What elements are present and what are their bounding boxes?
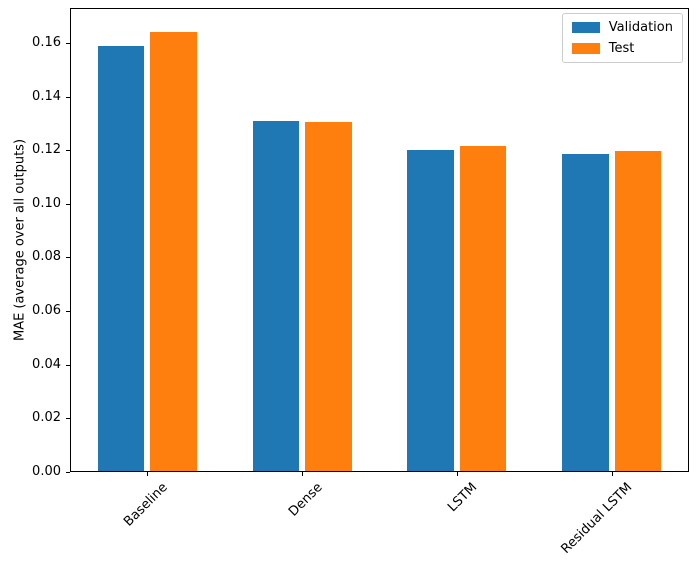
legend-swatch-test-icon (571, 43, 600, 54)
y-tick-mark (66, 96, 70, 98)
y-tick-mark (66, 150, 70, 152)
y-tick-label: 0.16 (32, 34, 61, 50)
legend-swatch-validation-icon (571, 22, 600, 33)
bar-test-baseline (150, 32, 197, 472)
y-tick-label: 0.10 (32, 195, 61, 211)
x-tick-label-text: Dense (286, 480, 326, 520)
legend-label-validation: Validation (608, 20, 673, 35)
legend-label-test: Test (608, 41, 635, 56)
x-tick-label-text: Baseline (121, 480, 171, 530)
x-tick-label-text: Residual LSTM (558, 480, 636, 557)
y-tick-mark (66, 311, 70, 313)
y-tick-mark (66, 364, 70, 366)
y-tick-label: 0.06 (32, 303, 61, 319)
y-tick-label: 0.12 (32, 142, 61, 158)
x-tick-mark (611, 472, 613, 476)
bar-test-lstm (459, 146, 507, 472)
y-tick-label: 0.08 (32, 249, 61, 265)
y-tick-label: 0.14 (32, 88, 61, 104)
x-tick-label-text: LSTM (445, 480, 481, 516)
bar-validation-dense (252, 120, 300, 472)
y-tick-mark (66, 257, 70, 259)
y-tick-mark (66, 42, 70, 44)
y-tick-label: 0.00 (32, 464, 61, 479)
y-tick-mark (66, 472, 70, 473)
legend-item-test: Test (571, 41, 673, 56)
y-tick-mark (66, 203, 70, 205)
x-tick-mark (302, 472, 304, 476)
bar-test-dense (305, 121, 352, 472)
bar-validation-lstm (407, 150, 454, 472)
y-tick-label: 0.04 (32, 356, 61, 372)
bar-validation-baseline (97, 45, 145, 472)
x-tick-mark (456, 472, 458, 476)
bar-test-residual-lstm (614, 151, 662, 472)
bar-validation-residual-lstm (562, 154, 609, 472)
y-tick-mark (66, 418, 70, 420)
legend-item-validation: Validation (571, 20, 673, 35)
x-tick-mark (147, 472, 149, 476)
y-tick-label: 0.02 (32, 410, 61, 426)
legend: Validation Test (561, 13, 683, 63)
